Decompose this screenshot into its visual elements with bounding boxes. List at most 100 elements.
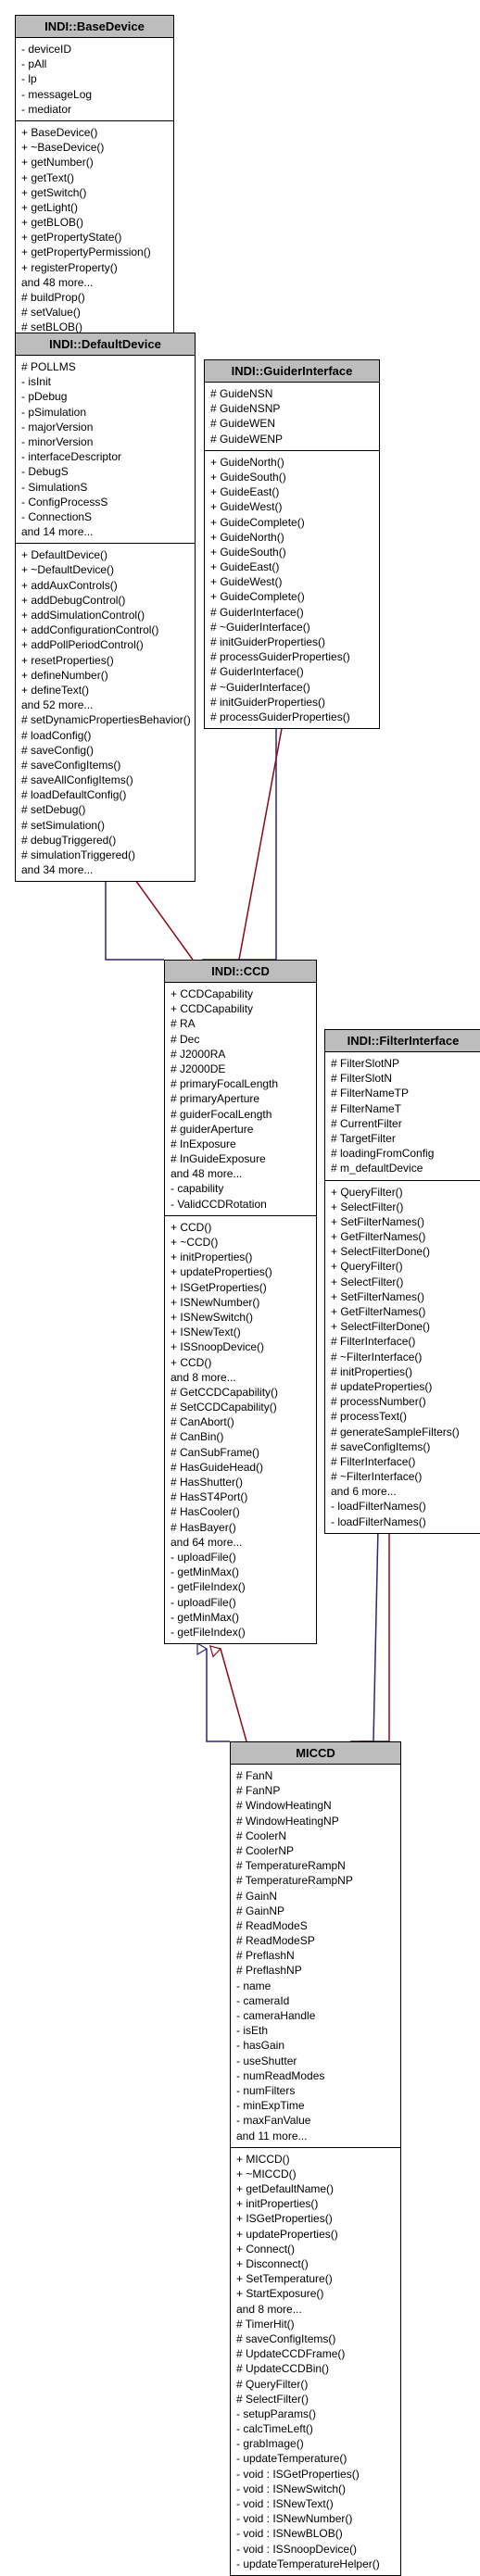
member-line: + GuideNorth() [210,530,373,545]
member-line: # ~GuiderInterface() [210,620,373,635]
member-line: - ConnectionS [21,509,189,524]
member-line: + getDefaultName() [236,2181,395,2196]
member-line: - pDebug [21,389,189,404]
member-line: # HasCooler() [171,1504,310,1519]
member-line: # saveConfigItems() [21,758,189,773]
member-line: # simulationTriggered() [21,848,189,862]
class-section: # FanN# FanNP# WindowHeatingN# WindowHea… [231,1765,400,2148]
member-line: # SetCCDCapability() [171,1400,310,1414]
member-line: - setupParams() [236,2406,395,2421]
class-title: MICCD [231,1742,400,1765]
member-line: # HasST4Port() [171,1489,310,1504]
member-line: # FilterSlotN [331,1071,475,1086]
member-line: - isEth [236,2023,395,2038]
member-line: - name [236,1979,395,1993]
member-line: # CoolerNP [236,1843,395,1858]
member-line: + getLight() [21,200,168,215]
member-line: + GuideSouth() [210,545,373,559]
member-line: and 8 more... [171,1370,310,1385]
member-line: - interfaceDescriptor [21,449,189,464]
member-line: # FilterInterface() [331,1454,475,1469]
member-line: # GainN [236,1889,395,1904]
member-line: - cameraId [236,1993,395,2008]
member-line: # HasShutter() [171,1475,310,1489]
member-line: + CCDCapability [171,1001,310,1016]
member-line: + GetFilterNames() [331,1304,475,1319]
member-line: # ReadModeSP [236,1933,395,1948]
member-line: # initProperties() [331,1364,475,1379]
member-line: # GuideNSN [210,386,373,401]
member-line: - majorVersion [21,420,189,434]
class-section: # FilterSlotNP# FilterSlotN# FilterNameT… [325,1052,480,1181]
member-line: + addConfigurationControl() [21,622,189,637]
member-line: # TimerHit() [236,2317,395,2331]
member-line: # TargetFilter [331,1131,475,1146]
member-line: # guiderFocalLength [171,1107,310,1122]
member-line: - numReadModes [236,2068,395,2083]
class-section: + CCD()+ ~CCD()+ initProperties()+ updat… [165,1216,316,1643]
member-line: # PreflashNP [236,1963,395,1978]
member-line: + StartExposure() [236,2286,395,2301]
member-line: - void : ISSnoopDevice() [236,2542,395,2557]
member-line: # ~GuiderInterface() [210,680,373,695]
member-line: + SetFilterNames() [331,1214,475,1229]
member-line: + GuideComplete() [210,589,373,604]
member-line: - cameraHandle [236,2008,395,2023]
member-line: + GuideEast() [210,484,373,499]
class-section: # GuideNSN# GuideNSNP# GuideWEN# GuideWE… [205,383,379,451]
member-line: # WindowHeatingN [236,1798,395,1813]
member-line: - useShutter [236,2054,395,2068]
member-line: # SelectFilter() [236,2392,395,2406]
member-line: and 48 more... [171,1166,310,1181]
member-line: # primaryAperture [171,1091,310,1106]
member-line: # GuiderInterface() [210,605,373,620]
member-line: and 8 more... [236,2302,395,2317]
member-line: + getNumber() [21,155,168,170]
member-line: # RA [171,1016,310,1031]
member-line: - loadFilterNames() [331,1499,475,1514]
member-line: + resetProperties() [21,653,189,668]
member-line: - void : ISGetProperties() [236,2467,395,2482]
class-section: # POLLMS- isInit- pDebug- pSimulation- m… [16,356,195,544]
class-title: INDI::CCD [165,961,316,983]
member-line: - getFileIndex() [171,1625,310,1640]
member-line: # GuideNSNP [210,401,373,416]
member-line: # GuideWEN [210,416,373,431]
member-line: - getFileIndex() [171,1579,310,1594]
member-line: # initGuiderProperties() [210,635,373,649]
member-line: # TemperatureRampNP [236,1873,395,1888]
member-line: + addDebugControl() [21,593,189,608]
member-line: + BaseDevice() [21,125,168,140]
member-line: # setSimulation() [21,818,189,833]
member-line: - getMinMax() [171,1610,310,1625]
member-line: + ISSnoopDevice() [171,1339,310,1354]
member-line: + Connect() [236,2242,395,2256]
member-line: + addPollPeriodControl() [21,637,189,652]
member-line: # primaryFocalLength [171,1076,310,1091]
member-line: - uploadFile() [171,1595,310,1610]
member-line: # CanBin() [171,1429,310,1444]
member-line: + ~BaseDevice() [21,140,168,155]
member-line: + GuideWest() [210,574,373,589]
member-line: + ~DefaultDevice() [21,562,189,577]
member-line: + addSimulationControl() [21,608,189,622]
member-line: - ConfigProcessS [21,495,189,509]
member-line: # buildProp() [21,290,168,305]
member-line: - pAll [21,57,168,71]
class-title: INDI::DefaultDevice [16,333,195,356]
member-line: - SimulationS [21,480,189,495]
member-line: + getPropertyState() [21,230,168,245]
member-line: + DefaultDevice() [21,547,189,562]
member-line: + SetFilterNames() [331,1289,475,1304]
member-line: + addAuxControls() [21,578,189,593]
member-line: # initGuiderProperties() [210,695,373,710]
member-line: # CanSubFrame() [171,1445,310,1460]
class-section: + MICCD()+ ~MICCD()+ getDefaultName()+ i… [231,2148,400,2575]
member-line: + initProperties() [171,1250,310,1264]
member-line: # processGuiderProperties() [210,649,373,664]
member-line: # setDebug() [21,802,189,817]
member-line: # saveConfigItems() [331,1439,475,1454]
member-line: + GuideComplete() [210,515,373,530]
member-line: # FilterNameT [331,1101,475,1116]
member-line: + registerProperty() [21,260,168,275]
